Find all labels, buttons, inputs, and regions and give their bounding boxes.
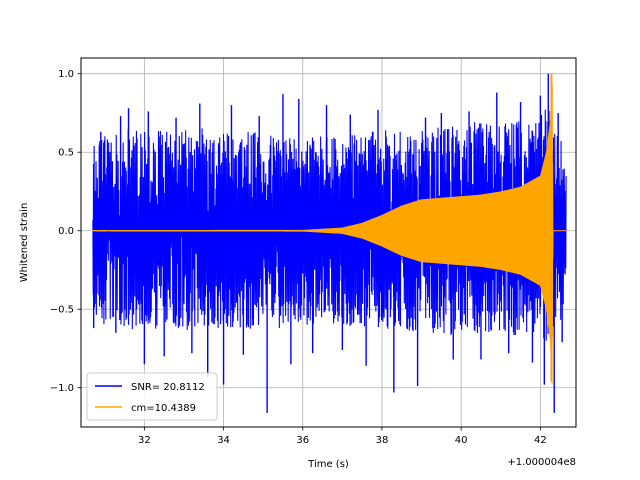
legend-label-snr: SNR= 20.8112 xyxy=(131,382,205,393)
legend-box xyxy=(86,372,218,421)
plot-area xyxy=(92,73,567,413)
y-axis-label: Whitened strain xyxy=(19,203,30,283)
x-offset-label: +1.000004e8 xyxy=(507,457,576,468)
y-tick-label: 1.0 xyxy=(58,69,74,80)
x-axis: 32 34 36 38 40 42 xyxy=(138,427,547,446)
x-tick-label: 32 xyxy=(138,435,151,446)
x-tick-label: 34 xyxy=(217,435,230,446)
y-axis: 1.0 0.5 0.0 −0.5 −1.0 xyxy=(50,69,81,394)
y-tick-label: −1.0 xyxy=(50,383,74,394)
y-tick-label: 0.5 xyxy=(58,148,74,159)
series-cm-line xyxy=(92,81,567,385)
x-axis-label: Time (s) xyxy=(307,459,349,470)
y-tick-label: −0.5 xyxy=(50,305,74,316)
plot-frame xyxy=(80,57,577,428)
y-tick-label: 0.0 xyxy=(58,226,74,237)
series-snr xyxy=(92,73,567,413)
legend: SNR= 20.8112 cm=10.4389 xyxy=(86,372,218,421)
x-tick-label: 42 xyxy=(534,435,547,446)
x-tick-label: 40 xyxy=(455,435,468,446)
x-tick-label: 38 xyxy=(376,435,389,446)
series-cm xyxy=(92,73,567,385)
x-tick-label: 36 xyxy=(296,435,309,446)
legend-label-cm: cm=10.4389 xyxy=(131,403,196,414)
